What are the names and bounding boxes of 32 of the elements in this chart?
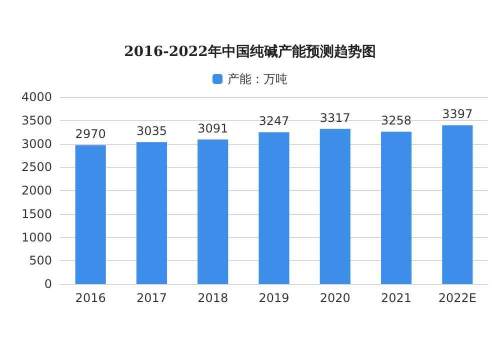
y-tick-label: 1000 [21,230,52,244]
data-label: 2970 [75,127,106,142]
x-tick-label: 2018 [198,291,228,305]
x-tick-label: 2021 [381,291,412,305]
bar [320,128,350,284]
legend-label: 产能：万吨 [228,72,288,86]
x-tick-label: 2020 [320,291,350,305]
y-tick-label: 1500 [21,206,52,221]
data-label: 3035 [136,124,167,138]
bar [381,132,412,284]
data-label: 3258 [381,114,412,128]
data-label: 3397 [442,107,473,122]
y-tick-label: 500 [29,254,52,268]
x-tick-label: 2016 [75,291,106,305]
y-tick-label: 4000 [21,90,52,104]
bar [75,145,106,284]
y-tick-label: 2500 [21,160,52,174]
bar [198,139,228,284]
bar [136,142,167,284]
bar [258,132,290,284]
data-label: 3247 [258,114,290,128]
y-tick-label: 3500 [21,113,52,128]
x-tick-label: 2019 [258,291,290,305]
x-tick-label: 2022E [438,291,476,305]
bar [442,125,473,284]
y-tick-label: 2000 [21,184,52,198]
chart-title: 2016-2022年中国纯碱产能预测趋势图 [124,43,376,60]
y-tick-label: 0 [44,277,52,291]
y-tick-label: 3000 [21,136,52,151]
x-tick-label: 2017 [136,291,167,305]
data-label: 3091 [198,121,228,136]
data-label: 3317 [320,110,350,125]
